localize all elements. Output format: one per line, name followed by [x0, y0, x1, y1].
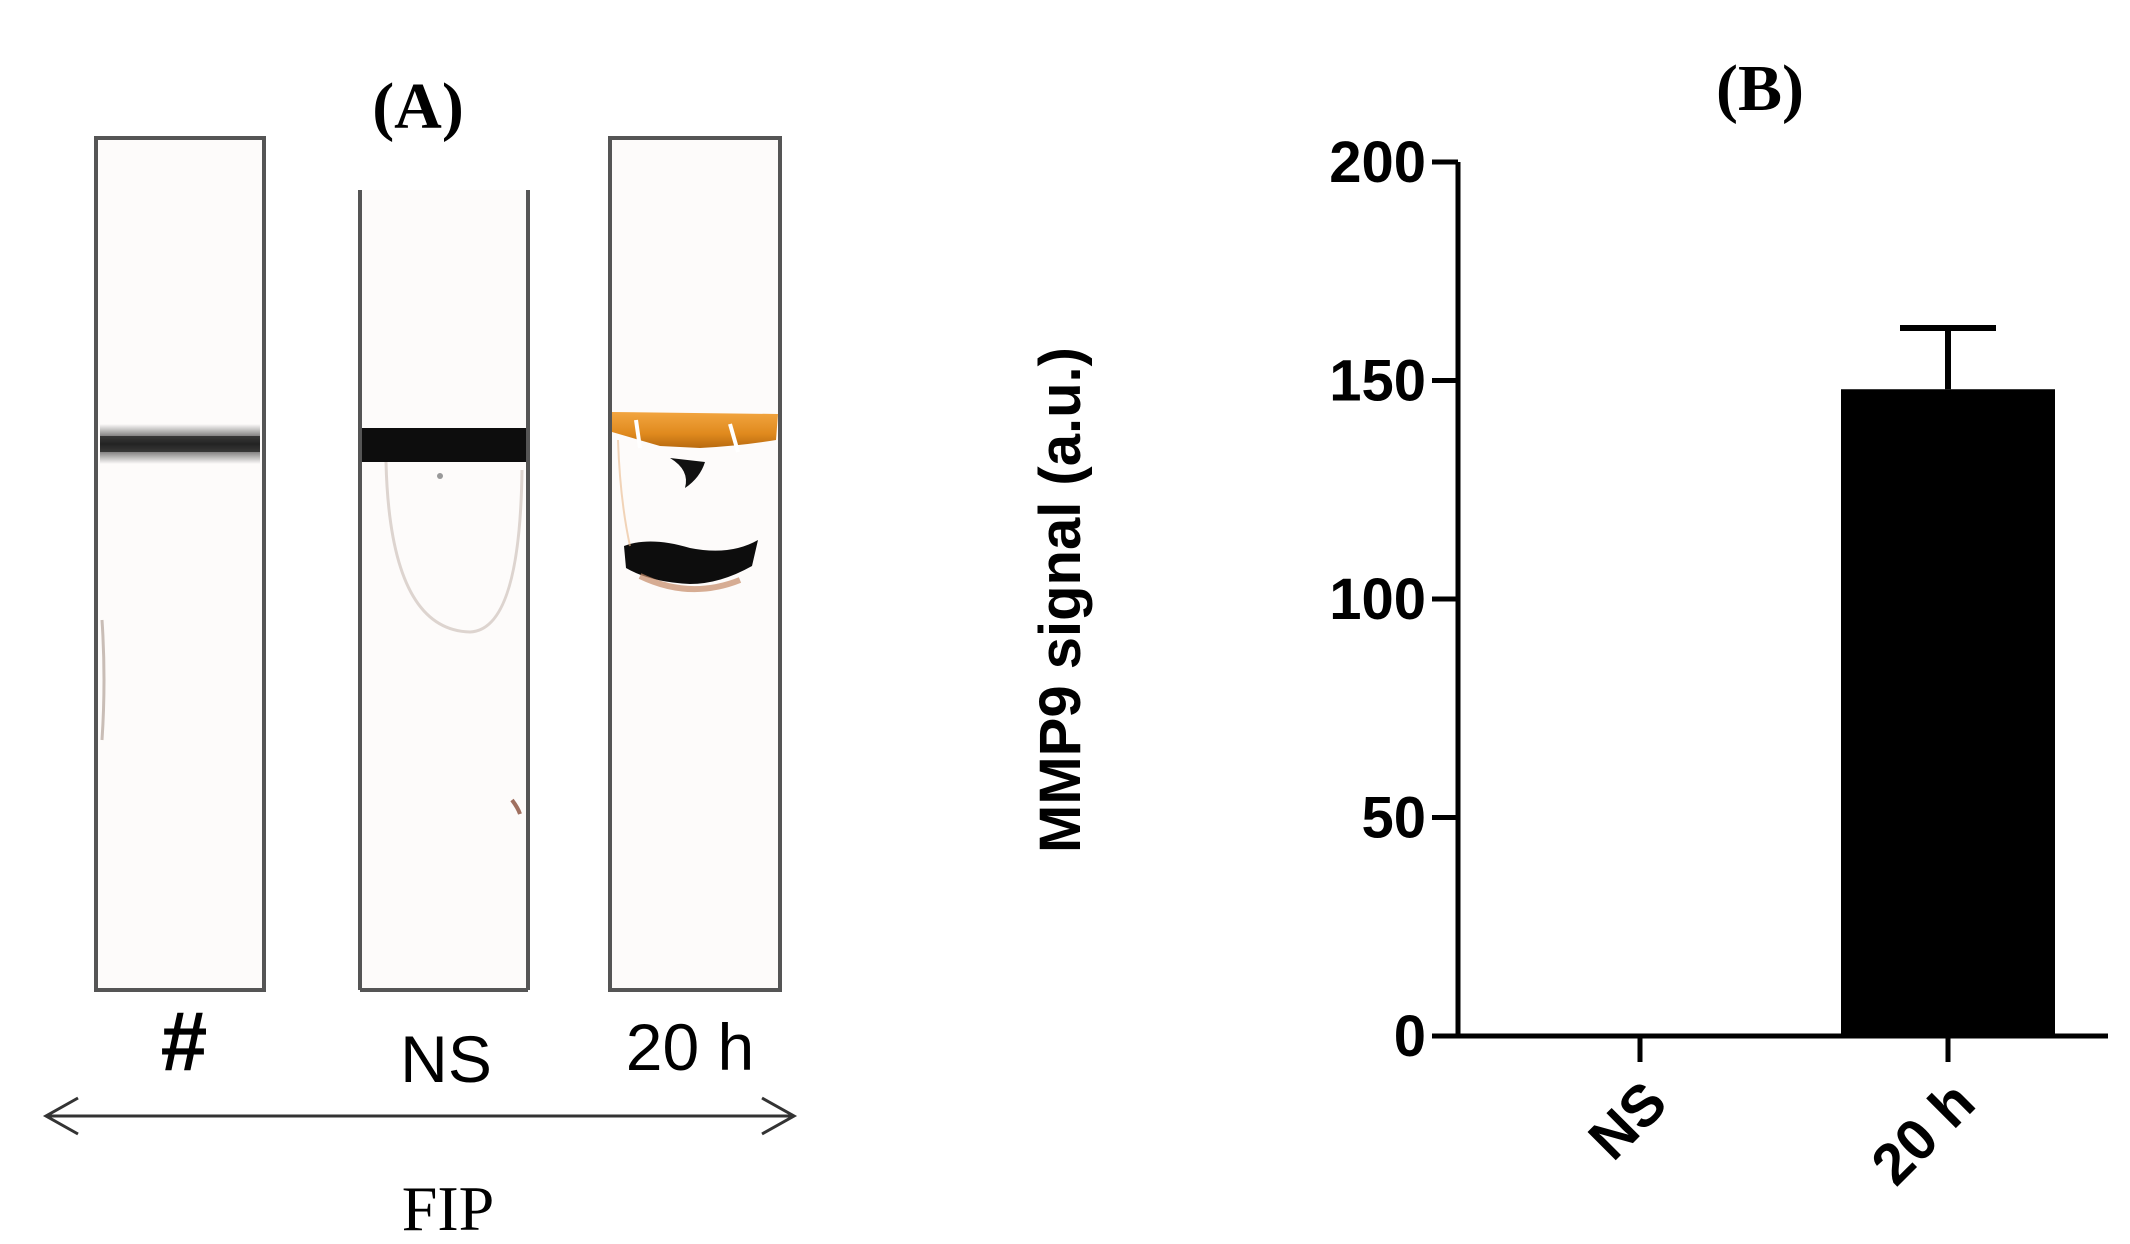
y-tick-label: 0: [1394, 1004, 1426, 1069]
y-tick-label: 150: [1329, 349, 1426, 414]
lane-label-hash: #: [161, 994, 208, 1088]
y-tick-label: 200: [1329, 130, 1426, 195]
panel-b: (B) MMP9 signal (a.u.) 0 50 100 150 200 NS 20 …: [1028, 52, 2108, 1197]
panel-a-label: (A): [372, 70, 464, 143]
gel-lane-ns: [358, 190, 530, 992]
y-axis-label: MMP9 signal (a.u.): [1028, 347, 1093, 853]
y-tick-label: 100: [1329, 567, 1426, 632]
y-tick-label: 50: [1361, 786, 1426, 851]
x-tick-label: 20 h: [1859, 1069, 1987, 1197]
arrow-label-fip: FIP: [402, 1173, 495, 1244]
panel-a: (A): [42, 70, 798, 1244]
gel-lane-20h: [608, 136, 782, 992]
x-tick-label: NS: [1576, 1069, 1679, 1172]
bar-chart: 0 50 100 150 200 NS 20 h: [1329, 130, 2108, 1197]
double-arrow-icon: [42, 1096, 798, 1136]
gel-lane-hash: [94, 136, 266, 992]
lane-label-20h: 20 h: [626, 1010, 754, 1084]
panel-b-label: (B): [1716, 52, 1804, 125]
bar: [1841, 389, 2055, 1036]
lane-label-ns: NS: [400, 1022, 492, 1096]
